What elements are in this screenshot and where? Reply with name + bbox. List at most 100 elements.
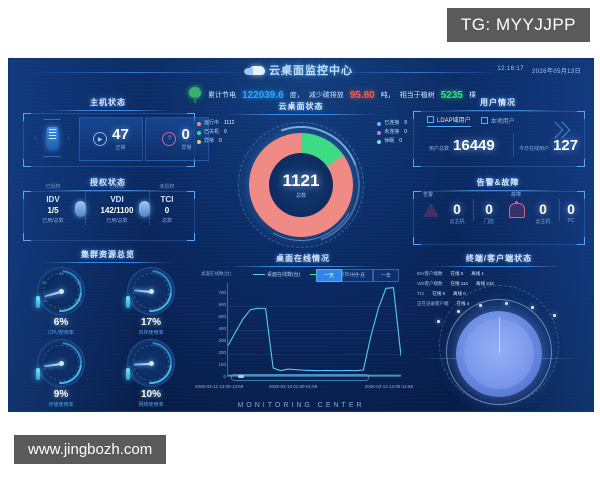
chart-ytick-0: 0 [223, 374, 226, 379]
host-abnormal-value: 0 [181, 126, 190, 143]
chart-ylabel: 桌面在线数(台) [201, 271, 231, 276]
license-status-title: 授权状态 [90, 178, 126, 187]
user-online-label: 今日在线用户 [519, 146, 550, 152]
tab-local-users[interactable]: 本地用户 [480, 116, 515, 127]
license-tci-cell[interactable]: TCI 0 总数 [139, 195, 195, 224]
eco-carbon-label: 减少碳排放 [308, 92, 344, 99]
chevron-decoration-icon [546, 117, 575, 143]
alarm-host-value: 0 [453, 201, 461, 217]
tree-icon [187, 87, 203, 103]
tab-range-year[interactable]: 一年 [372, 269, 399, 282]
chart-line-svg [228, 283, 401, 376]
alarm-fault-panel: 告警&故障 告警 0 云主机 0 门店 故障 0 云主机 0 PC [413, 177, 585, 245]
user-online-value: 127 [553, 137, 579, 154]
license-status-panel: 授权状态 已授权 IDV 1/5 已用/总数 已授权 VDI 142/1100 … [23, 177, 195, 241]
terminal-row-vdi-label: VDI客户端数 [417, 281, 443, 286]
gauge-network-label: 网络使用率 [138, 402, 164, 408]
eco-tree-value: 5235 [440, 89, 463, 101]
cloud-desktop-total: 1121 [282, 171, 320, 190]
play-circle-icon: ▶ [93, 132, 108, 146]
alarm-host-item[interactable]: 0 云主机 [443, 201, 471, 225]
dashboard-header: 云桌面监控中心 12:16:17 2026年05月13日 [9, 59, 593, 85]
legend-item: 休眠 0 [377, 137, 407, 146]
legend-left-name-2: 异常 [204, 138, 215, 144]
terminal-row-vdi-v2: 离线 242 [475, 281, 494, 286]
legend-series-0-label: 桌面在线数(台) [267, 272, 301, 278]
terminal-row-tci: TCI 在线 0 离线 0 [417, 291, 466, 297]
gauge-cpu-value: 6% [53, 317, 69, 328]
header-rule-right [333, 72, 503, 73]
chart-ytick-600: 600 [218, 302, 226, 307]
terminal-row-vdi-v1: 在线 114 [450, 281, 468, 286]
eco-prefix: 累计节电 [208, 92, 236, 99]
legend-series-0: 桌面在线数(台) [253, 271, 300, 278]
eco-power-unit: 度， [289, 92, 304, 99]
gauge-tick-50: 50 [59, 271, 64, 276]
gauge-storage: 9% 存储使用率 [31, 333, 91, 408]
user-total-metric: 用户总数 16449 [429, 137, 495, 154]
terminal-row-idv-v2: 离线 1 [471, 271, 485, 276]
eco-tree-unit: 棵 [469, 92, 476, 99]
legend-left-name-0: 运行中 [204, 120, 220, 126]
eco-carbon-value: 95.80 [349, 89, 375, 101]
gauge-memory-label: 内存使用率 [138, 330, 164, 336]
chart-range-scrollbar[interactable] [231, 374, 369, 381]
fault-host-label: 云主机 [535, 219, 551, 225]
gauge-storage-label: 存储使用率 [48, 402, 74, 408]
license-idv-cell[interactable]: IDV 1/5 已用/总数 [25, 195, 81, 224]
brand-title-group: 云桌面监控中心 [244, 62, 353, 78]
gauge-tick-25: 25 [42, 280, 47, 285]
license-vdi-sub: 已用/总数 [106, 218, 128, 224]
license-vdi-value: 142/1100 [100, 206, 134, 215]
chart-plot-area[interactable]: 0 100 200 300 400 500 600 700 [218, 283, 401, 379]
watermark-badge: www.jingbozh.com [14, 435, 167, 464]
terminal-sphere-visual [456, 311, 542, 397]
gauge-storage-value: 9% [53, 389, 69, 400]
fault-pc-item[interactable]: 0 PC [559, 201, 583, 224]
chart-ytick-200: 200 [218, 350, 226, 355]
cluster-gauges-title: 集群资源总览 [81, 250, 135, 259]
tab-ldap-users[interactable]: LDAP域用户 [427, 115, 471, 127]
footer-text: MONITORING CENTER [237, 402, 365, 409]
dashboard-canvas: 云桌面监控中心 12:16:17 2026年05月13日 累计节电 122039… [8, 58, 594, 412]
alarm-store-item[interactable]: 0 门店 [475, 201, 503, 225]
gauge-cpu: 0 25 50 75 100 6% CPU使用率 [31, 261, 91, 336]
license-vdi-indicator [139, 201, 150, 217]
terminal-row-tci-v2: 离线 0 [453, 291, 466, 296]
server-icon [35, 119, 69, 157]
alarm-fault-title: 告警&故障 [476, 178, 520, 187]
fault-host-item[interactable]: 0 云主机 [529, 201, 557, 225]
cloud-icon [244, 65, 265, 75]
legend-left-name-1: 已关机 [204, 129, 220, 135]
legend-item: 已关机 9 [197, 128, 234, 137]
terminal-status-panel: 终端/客户端状态 IDV客户端数 在线 0 离线 1 VDI客户端数 在线 11… [413, 253, 585, 405]
legend-left-value-2: 0 [219, 138, 222, 144]
terminal-row-idv: IDV客户端数 在线 0 离线 1 [417, 271, 484, 277]
brand-title: 云桌面监控中心 [269, 65, 353, 77]
host-abnormal-label: 异常 [181, 145, 192, 151]
desktop-online-panel: 桌面在线情况 桌面在线数(台) 桌面在线数(台) 桌面离线数(台) 一天 一个月… [195, 253, 413, 401]
user-status-frame [413, 111, 585, 167]
cluster-gauges-panel: 集群资源总览 0 25 50 75 100 6% CPU使用率 17% 内存使用… [23, 249, 193, 408]
license-vdi-cell[interactable]: VDI 142/1100 已用/总数 [89, 195, 145, 224]
chart-xlabel-0: 2026-03-12 13:00-13:59 [195, 384, 244, 389]
chart-xlabel-2: 2026-03-13 12:00-12:59 [364, 384, 413, 389]
terminal-row-idv-label: IDV客户端数 [417, 271, 443, 276]
chart-ytick-400: 400 [218, 326, 226, 331]
tab-range-day[interactable]: 一天 [315, 269, 342, 282]
fault-group-label: 故障 [511, 192, 522, 198]
user-status-panel: 用户情况 LDAP域用户 本地用户 用户总数 16449 今日在线用户 127 [413, 97, 585, 167]
tab-local-users-label: 本地用户 [490, 118, 515, 125]
host-normal-value: 47 [112, 126, 129, 143]
tab-range-month[interactable]: 一个月 [341, 269, 373, 282]
license-vdi-key: VDI [110, 195, 124, 204]
host-status-title: 主机状态 [90, 98, 126, 107]
chart-ytick-300: 300 [218, 338, 226, 343]
terminal-row-recording-label: 正在记录客户端 [417, 301, 449, 306]
terminal-row-tci-label: TCI [417, 291, 425, 296]
eco-tree-label: 相当于植树 [399, 92, 435, 99]
host-normal-card[interactable]: ▶ 47 正常 [79, 117, 143, 161]
header-rule-left [27, 72, 249, 73]
cloud-desktop-donut[interactable]: 1121 总数 [222, 106, 380, 264]
cloud-desktop-legend-left: 运行中 1112 已关机 9 异常 0 [197, 119, 234, 146]
